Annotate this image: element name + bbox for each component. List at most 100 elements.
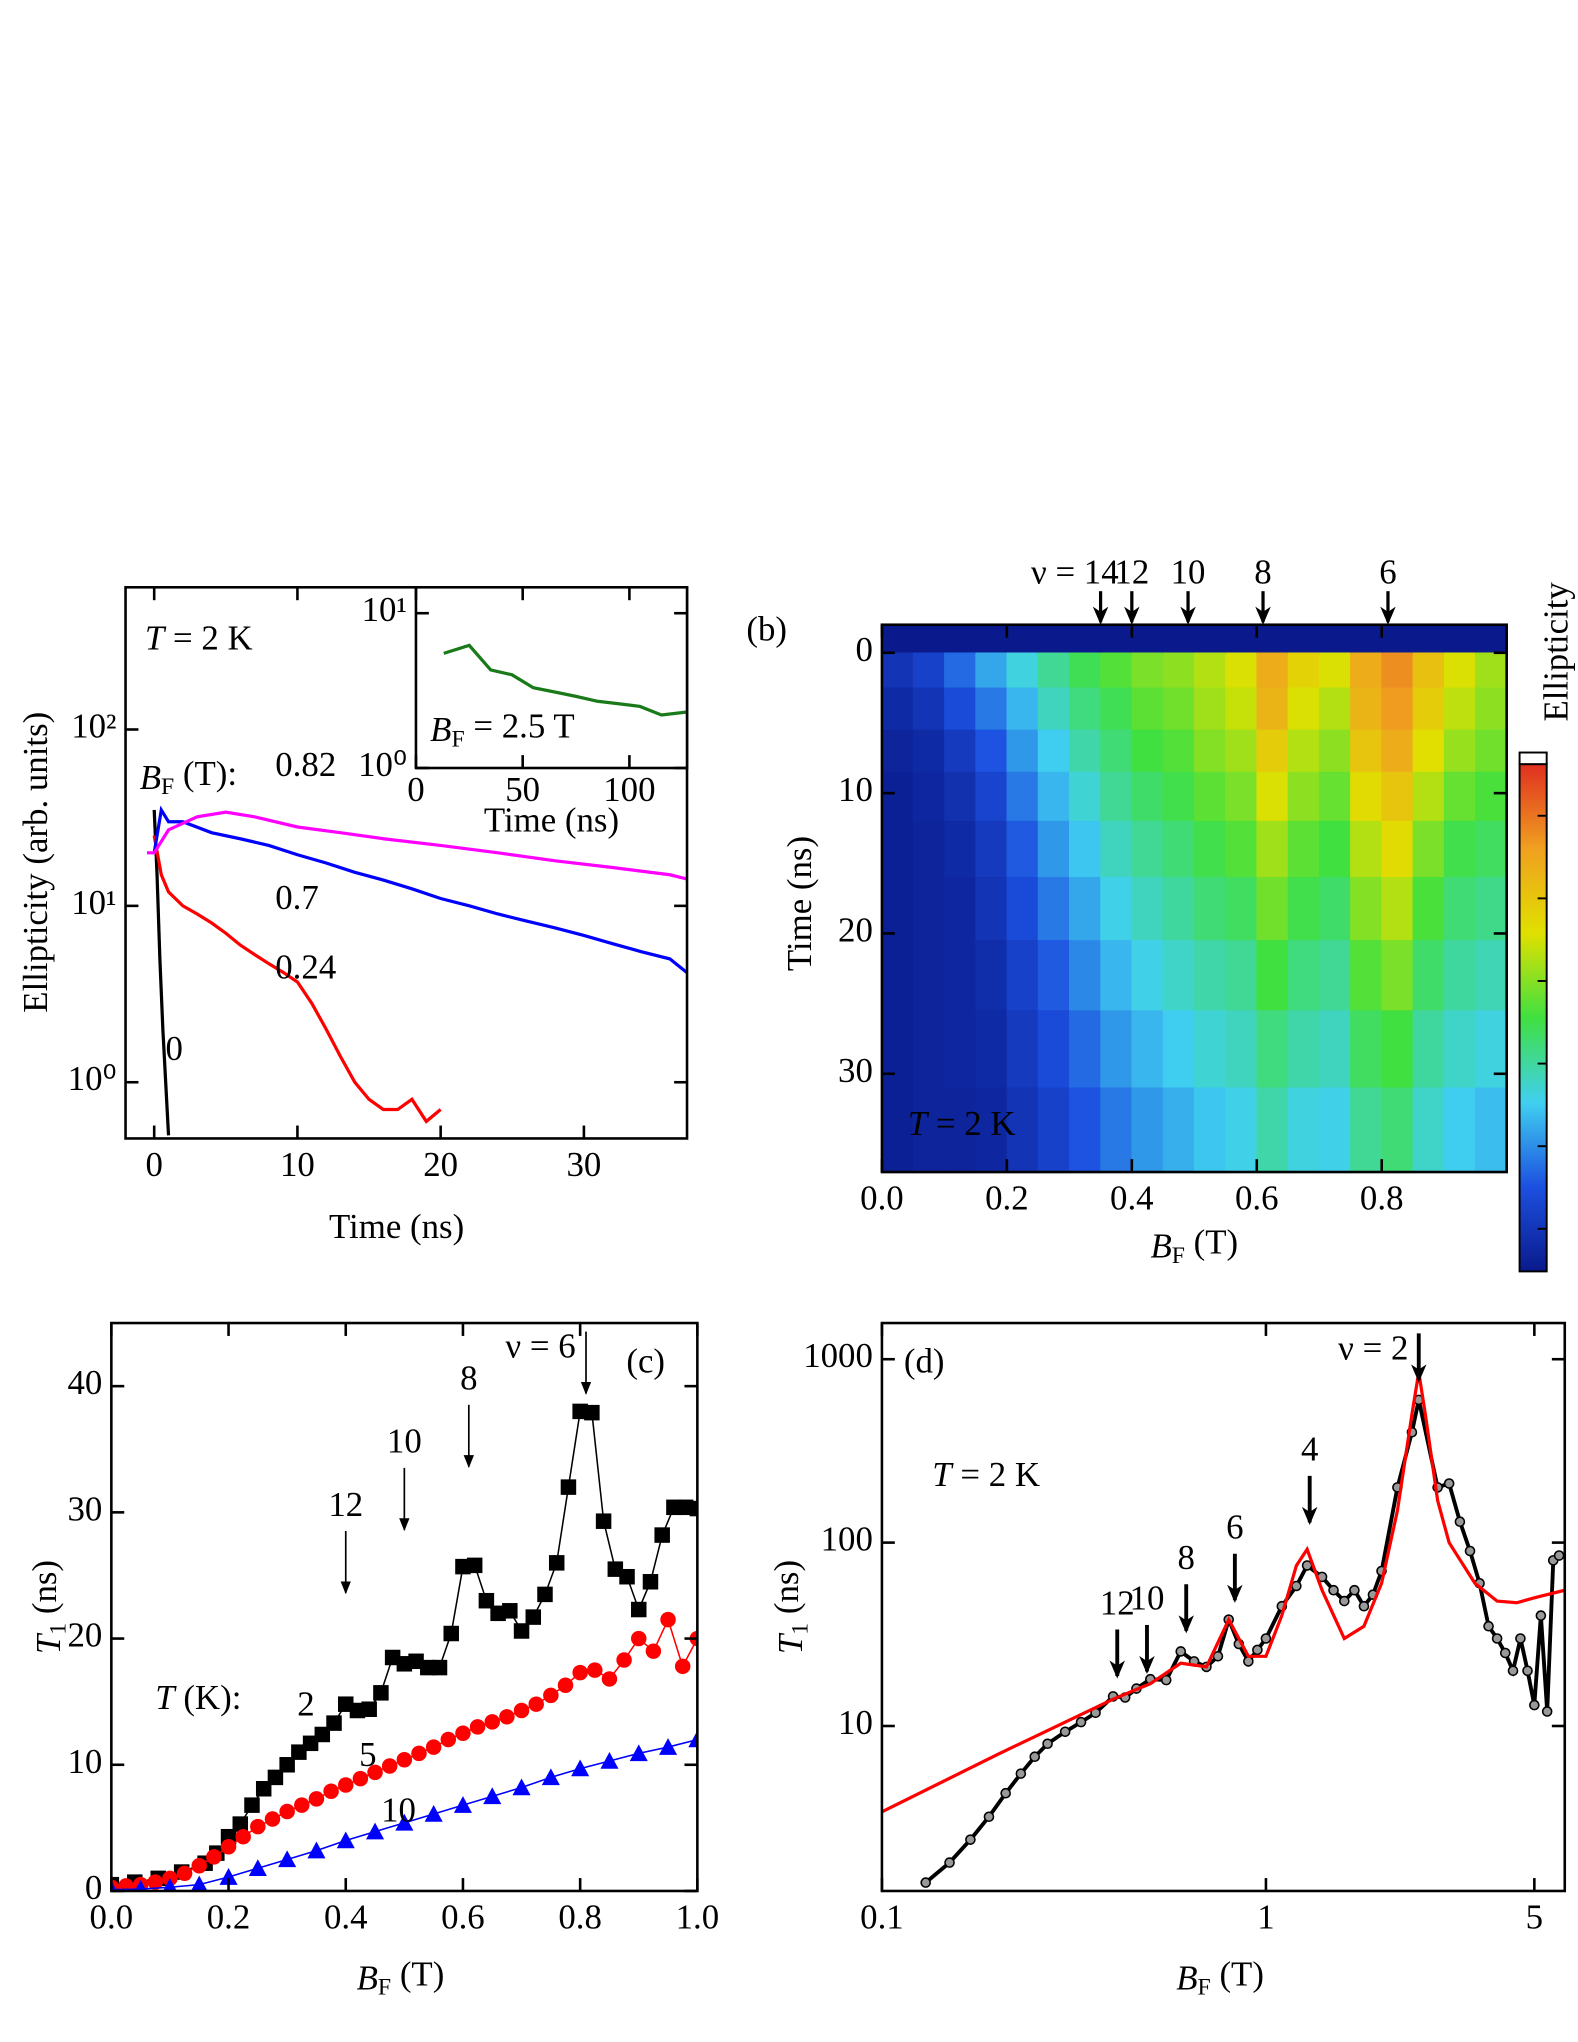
data-point xyxy=(469,1719,486,1735)
heatmap-cell xyxy=(1006,940,1040,1012)
heatmap-cell xyxy=(1475,652,1508,689)
x-tick-label: 10 xyxy=(280,1145,315,1184)
data-point xyxy=(557,1677,574,1694)
plot-frame xyxy=(110,1321,699,1893)
heatmap-cell xyxy=(1381,1087,1415,1174)
data-point xyxy=(541,1768,560,1786)
data-point xyxy=(1464,1545,1476,1557)
heatmap-cell xyxy=(1225,771,1258,823)
heatmap-cell xyxy=(1162,729,1196,774)
heatmap-cell xyxy=(944,1010,977,1089)
heatmap-cell xyxy=(1318,687,1352,732)
heatmap-cell xyxy=(881,1010,915,1089)
heatmap-cell xyxy=(912,687,946,732)
heatmap-cell xyxy=(1412,687,1446,732)
heatmap-cell xyxy=(912,820,946,879)
heatmap-cell xyxy=(881,877,915,942)
data-point xyxy=(1075,1716,1087,1728)
heatmap-cell xyxy=(1006,771,1040,823)
data-point xyxy=(431,1659,448,1676)
annotation-label: 8 xyxy=(1178,1538,1195,1577)
data-point xyxy=(484,1714,500,1730)
heatmap-cell xyxy=(1069,771,1102,823)
y-tick-label: 10 xyxy=(838,1703,873,1742)
data-point xyxy=(338,1777,354,1793)
data-point xyxy=(267,1769,284,1786)
data-point xyxy=(1212,1650,1224,1662)
data-point xyxy=(235,1828,251,1845)
data-point xyxy=(466,1557,483,1574)
heatmap-cell xyxy=(1287,729,1321,774)
heatmap-cell xyxy=(1069,820,1102,879)
temperature-label: T = 2 K xyxy=(932,1455,1040,1494)
heatmap-cell xyxy=(1256,687,1290,732)
heatmap-cell xyxy=(1443,687,1477,732)
heatmap-cell xyxy=(1412,624,1446,654)
heatmap-cell xyxy=(1162,652,1196,689)
data-point xyxy=(543,1687,559,1704)
heatmap-cell xyxy=(1193,624,1227,654)
data-point xyxy=(1042,1738,1053,1750)
heatmap-cell xyxy=(1475,940,1508,1012)
heatmap-cell xyxy=(1131,940,1165,1012)
heatmap-cell xyxy=(1350,771,1383,823)
heatmap-cell xyxy=(1443,1010,1477,1089)
data-point xyxy=(134,1880,147,1891)
heatmap-cell xyxy=(1162,771,1196,823)
heatmap-cell xyxy=(1193,877,1227,942)
heatmap-cell xyxy=(1069,729,1102,774)
annotation-label: 6 xyxy=(1226,1508,1243,1547)
heatmap-cell xyxy=(1256,652,1290,689)
data-point xyxy=(367,1764,383,1781)
data-point xyxy=(424,1804,443,1822)
data-point xyxy=(944,1857,955,1868)
heatmap-cell xyxy=(1318,1010,1352,1089)
heatmap-cell xyxy=(1350,1010,1383,1089)
heatmap-cell xyxy=(1100,877,1133,942)
data-point xyxy=(502,1603,518,1619)
data-point xyxy=(373,1685,389,1701)
heatmap-cell xyxy=(1131,729,1165,774)
heatmap-cell xyxy=(1381,687,1415,732)
data-point xyxy=(206,1849,222,1865)
data-point xyxy=(147,1874,164,1890)
heatmap-cell xyxy=(1225,687,1258,732)
data-point xyxy=(478,1592,495,1609)
annotation-label: 12 xyxy=(328,1485,363,1524)
y-tick-label: 10² xyxy=(71,706,116,745)
data-point xyxy=(408,1653,424,1670)
y-tick-label: 10⁰ xyxy=(68,1059,117,1098)
x-tick-label: 20 xyxy=(423,1145,458,1184)
data-point xyxy=(176,1865,193,1882)
data-point xyxy=(453,1796,472,1813)
annotation-label: 12 xyxy=(1100,1583,1135,1622)
heatmap-cell xyxy=(1256,624,1290,654)
annotation-label: 10 xyxy=(387,1422,422,1461)
heatmap-cell xyxy=(975,940,1008,1012)
data-point xyxy=(528,1696,544,1712)
heatmap-cell xyxy=(1318,940,1352,1012)
heatmap-cell xyxy=(1225,652,1258,689)
x-tick-label: 100 xyxy=(603,770,655,809)
y-axis-label: Ellipticity (arb. units) xyxy=(16,712,55,1013)
heatmap-cell xyxy=(1381,771,1415,823)
data-point xyxy=(584,1404,600,1421)
data-point xyxy=(264,1811,281,1827)
data-point xyxy=(250,1818,266,1835)
heatmap-cell xyxy=(1287,687,1321,732)
heatmap-cell xyxy=(1069,940,1102,1012)
heatmap-cell xyxy=(1412,940,1446,1012)
data-point xyxy=(455,1725,471,1741)
data-point xyxy=(294,1797,310,1813)
y-tick-label: 10 xyxy=(67,1742,102,1781)
heatmap-cell xyxy=(975,820,1008,879)
data-point xyxy=(513,1702,530,1719)
x-tick-label: 0.4 xyxy=(324,1898,368,1937)
x-tick-label: 0.6 xyxy=(1235,1179,1279,1218)
data-point xyxy=(336,1831,355,1849)
annotation-label: 10 xyxy=(1130,1579,1165,1618)
y-axis-label: T1 (ns) xyxy=(25,1560,72,1654)
heatmap-cell xyxy=(975,1010,1008,1089)
data-point xyxy=(1059,1726,1071,1738)
heatmap-cell xyxy=(1100,624,1133,654)
